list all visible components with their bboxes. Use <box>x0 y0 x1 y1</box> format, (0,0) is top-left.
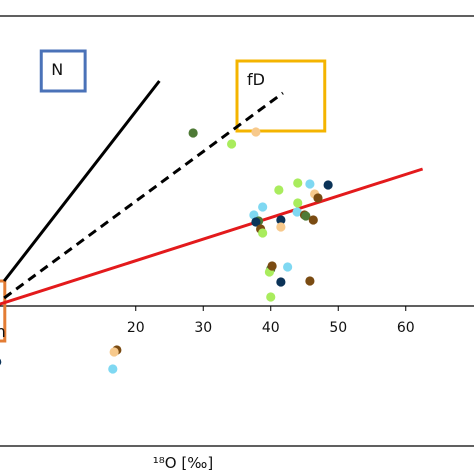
data-point <box>276 215 286 225</box>
x-tick-label: 60 <box>397 320 415 336</box>
annotation-box-fD <box>235 59 327 133</box>
data-point <box>258 202 268 212</box>
data-point <box>108 364 118 374</box>
data-point <box>109 347 119 357</box>
trend-line-red <box>0 167 424 306</box>
annotation-label-N: N <box>51 60 63 79</box>
x-tick-label: 30 <box>194 320 212 336</box>
data-point <box>227 139 237 149</box>
axes <box>0 15 474 447</box>
data-point <box>293 198 303 208</box>
data-point <box>276 277 286 287</box>
data-point <box>283 262 293 272</box>
x-axis-ticks: 20 30 40 50 60 <box>127 306 415 336</box>
data-point <box>305 179 315 189</box>
trend-line-N <box>2 80 161 282</box>
data-point <box>308 215 318 225</box>
data-point <box>258 228 268 238</box>
x-tick-label: 40 <box>262 320 280 336</box>
data-point <box>251 127 261 137</box>
data-point <box>251 217 261 227</box>
data-points <box>0 127 333 374</box>
data-point <box>188 128 198 138</box>
annotation-boxes: NfD en <box>0 49 327 343</box>
data-point <box>292 207 302 217</box>
data-point <box>267 261 277 271</box>
data-point <box>266 292 276 302</box>
data-point <box>313 193 323 203</box>
data-point <box>301 211 311 221</box>
x-tick-label: 50 <box>329 320 347 336</box>
x-tick-label: 20 <box>127 320 145 336</box>
annotation-box-N <box>39 49 87 93</box>
annotation-box-en <box>0 279 7 343</box>
trend-lines <box>0 80 424 306</box>
data-point <box>276 222 286 232</box>
trend-line-fD <box>3 91 284 300</box>
data-point <box>293 178 303 188</box>
x-axis-title: ¹⁸O [‰] <box>153 454 213 472</box>
data-point <box>274 185 284 195</box>
data-point <box>0 358 2 366</box>
annotation-label-en: en <box>0 322 6 341</box>
data-point <box>323 180 333 190</box>
data-point <box>305 276 315 286</box>
annotation-label-fD: fD <box>247 70 265 89</box>
